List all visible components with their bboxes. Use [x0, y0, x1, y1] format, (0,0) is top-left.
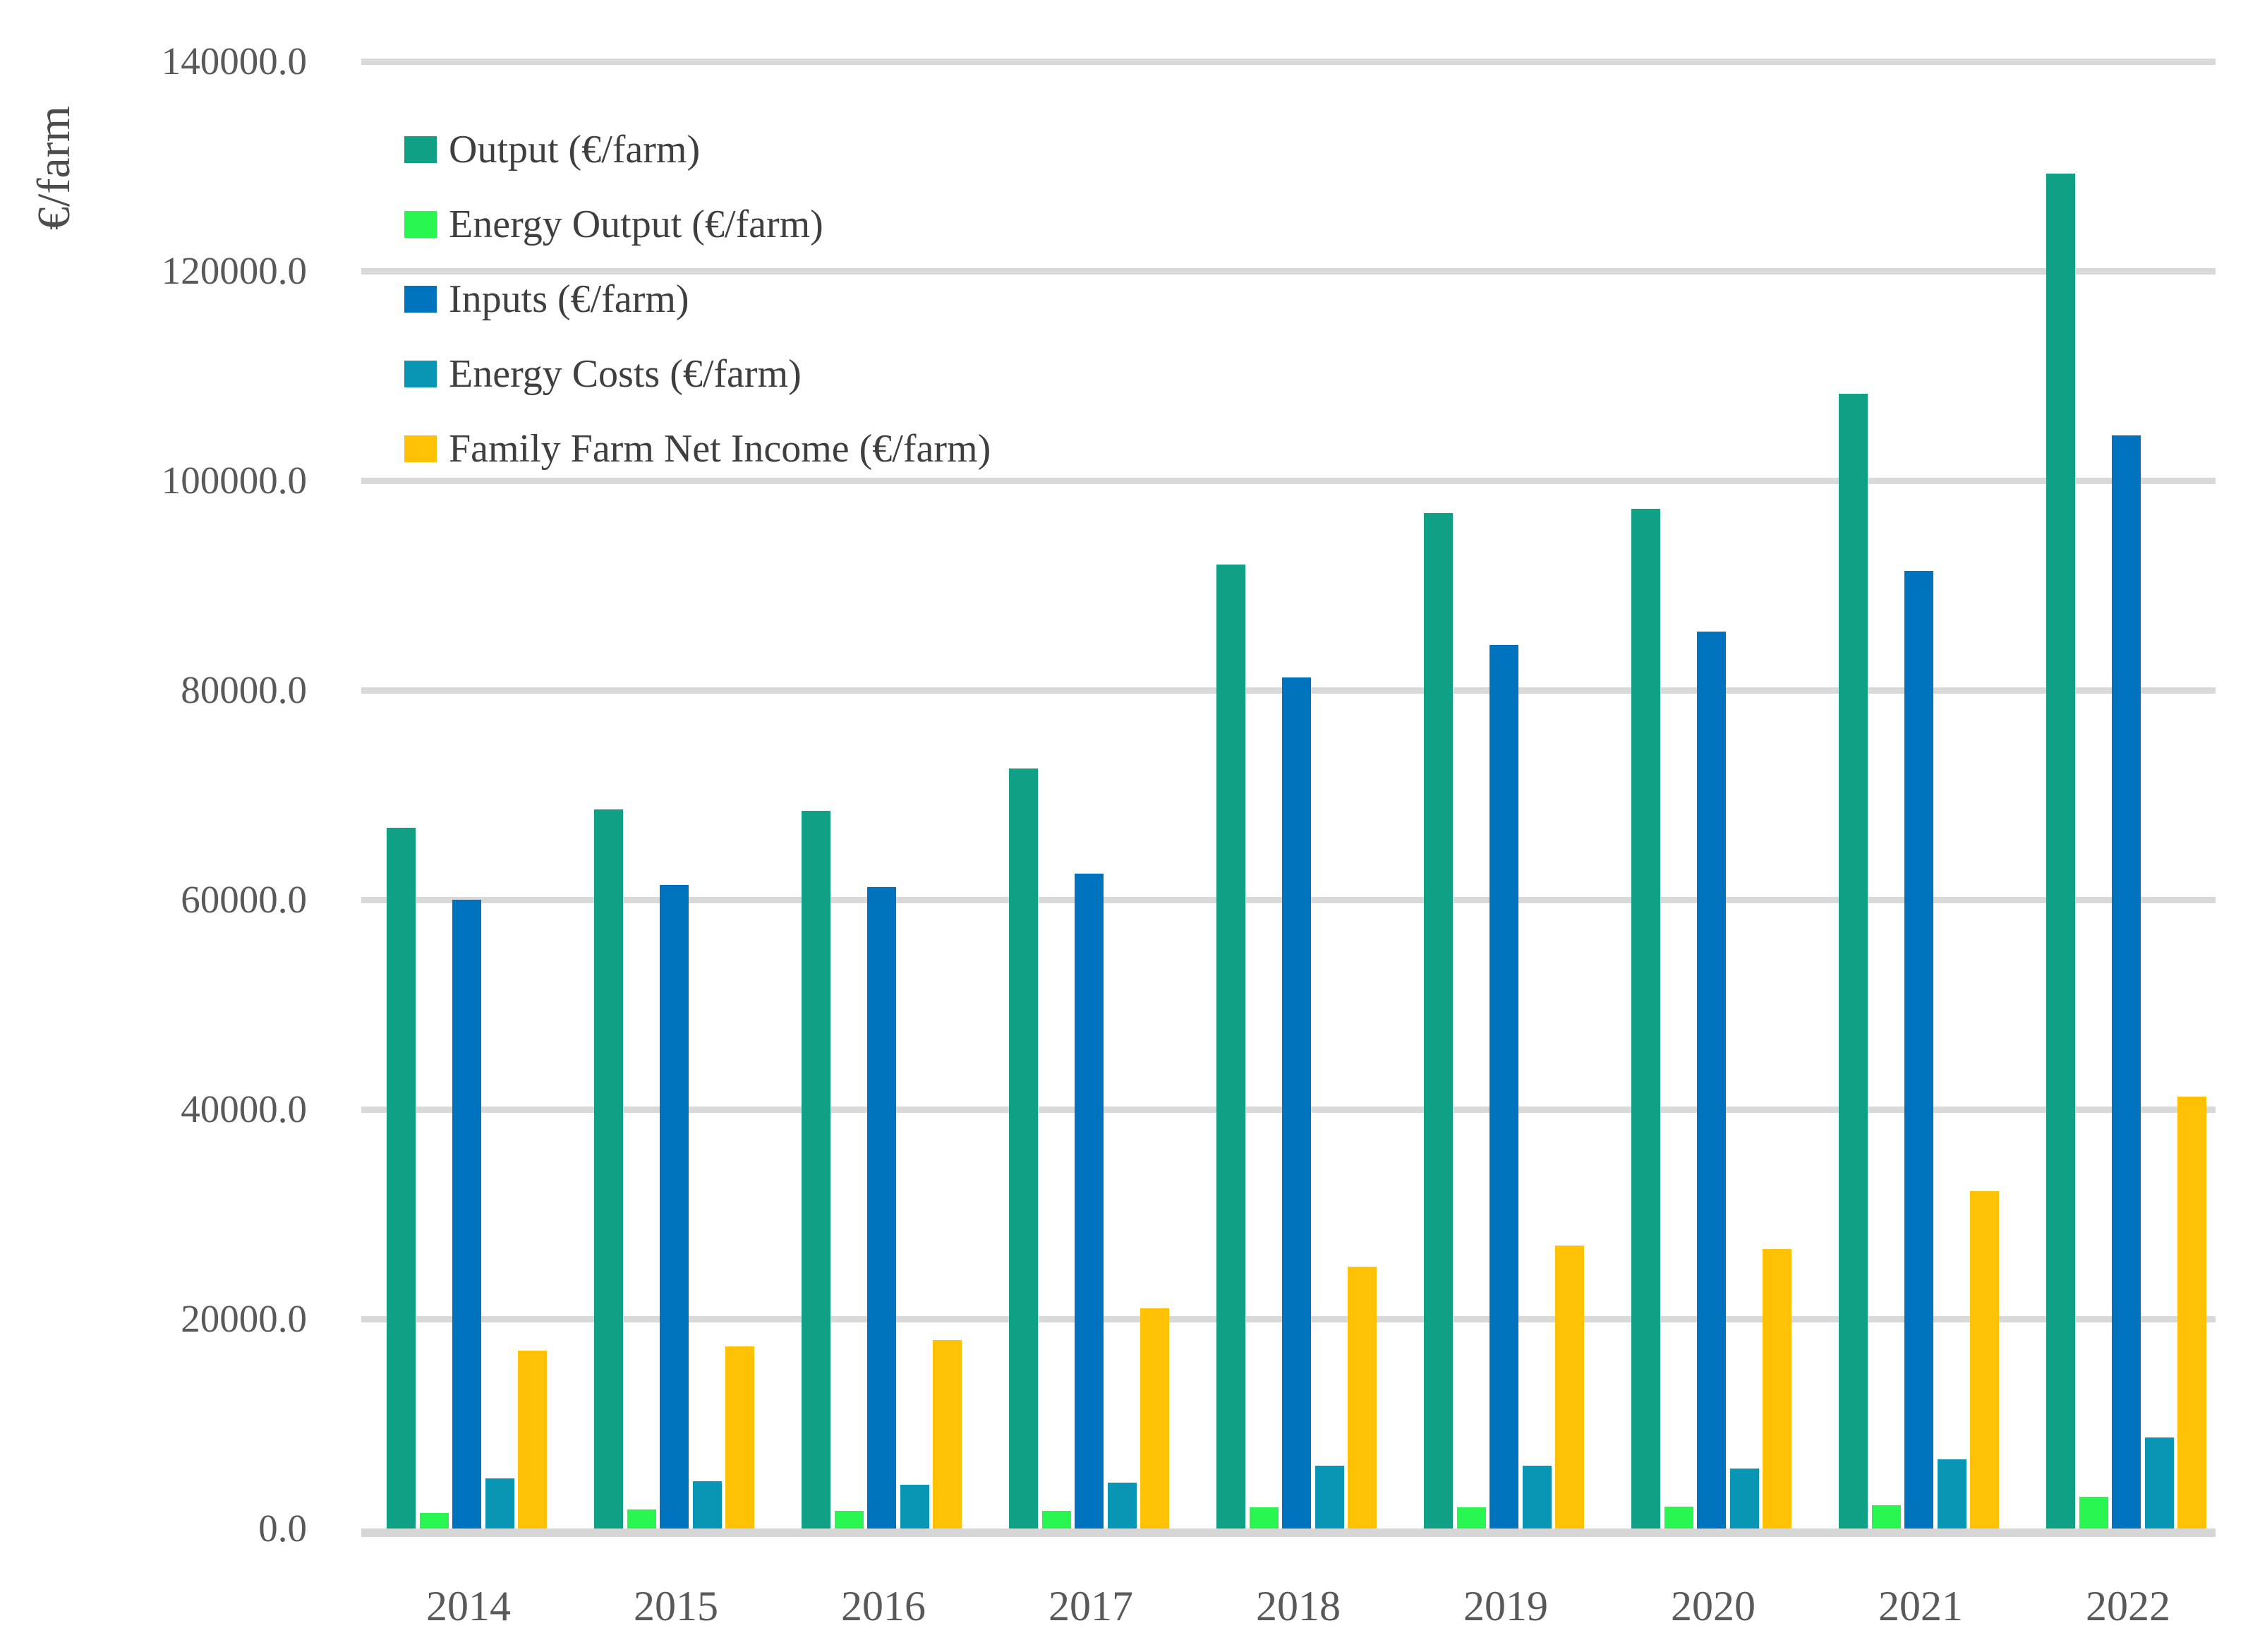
bar-2020-series-3: [1730, 1469, 1759, 1529]
legend-item-4: Family Farm Net Income (€/farm): [404, 426, 991, 471]
bar-2015-series-1: [627, 1509, 656, 1529]
bar-2015-series-3: [693, 1481, 722, 1529]
y-tick-label: 40000.0: [181, 1087, 307, 1131]
bar-2020-series-2: [1697, 632, 1726, 1529]
bar-2018-series-0: [1216, 565, 1245, 1529]
bar-2019-series-4: [1555, 1246, 1584, 1529]
bar-2017-series-0: [1009, 768, 1038, 1529]
bar-2019-series-1: [1457, 1507, 1486, 1529]
bar-2016-series-1: [835, 1511, 864, 1529]
bar-2014-series-3: [485, 1478, 514, 1529]
x-tick-label-2021: 2021: [1878, 1583, 1963, 1629]
bar-2021-series-3: [1938, 1459, 1966, 1529]
x-tick-label-2020: 2020: [1671, 1583, 1756, 1629]
bar-2016-series-4: [933, 1340, 962, 1529]
gridline: [361, 478, 2216, 484]
legend-swatch-icon: [404, 435, 437, 462]
x-tick-label-2022: 2022: [2086, 1583, 2170, 1629]
y-tick-label: 60000.0: [181, 878, 307, 921]
bar-2021-series-1: [1872, 1505, 1901, 1529]
x-tick-label-2015: 2015: [634, 1583, 718, 1629]
bar-2016-series-2: [867, 887, 896, 1529]
x-tick-label-2019: 2019: [1463, 1583, 1548, 1629]
legend-swatch-icon: [404, 211, 437, 238]
bar-2020-series-4: [1763, 1249, 1791, 1529]
bar-2020-series-1: [1664, 1507, 1693, 1529]
bar-2019-series-0: [1424, 513, 1453, 1529]
bar-2014-series-0: [387, 828, 416, 1529]
x-tick-label-2017: 2017: [1049, 1583, 1133, 1629]
x-axis-line: [361, 1529, 2216, 1537]
bar-2021-series-0: [1839, 394, 1868, 1529]
bar-2019-series-3: [1523, 1466, 1552, 1529]
y-tick-label: 120000.0: [161, 249, 307, 292]
legend-label: Output (€/farm): [449, 128, 701, 171]
legend-item-2: Inputs (€/farm): [404, 277, 689, 322]
legend-swatch-icon: [404, 136, 437, 163]
y-tick-label: 100000.0: [161, 459, 307, 502]
bar-2017-series-1: [1042, 1511, 1071, 1529]
legend-swatch-icon: [404, 286, 437, 313]
bar-2017-series-4: [1140, 1308, 1169, 1529]
x-tick-label-2014: 2014: [426, 1583, 511, 1629]
bar-2015-series-2: [660, 885, 689, 1529]
x-tick-label-2018: 2018: [1256, 1583, 1341, 1629]
legend-item-1: Energy Output (€/farm): [404, 202, 823, 247]
y-tick-label: 20000.0: [181, 1297, 307, 1340]
bar-2022-series-3: [2145, 1437, 2174, 1529]
bar-2016-series-3: [900, 1485, 929, 1529]
bar-2021-series-2: [1904, 571, 1933, 1529]
legend-swatch-icon: [404, 361, 437, 387]
x-tick-label-2016: 2016: [841, 1583, 926, 1629]
bar-2022-series-2: [2112, 435, 2141, 1529]
bar-2022-series-0: [2046, 174, 2075, 1529]
bar-2018-series-4: [1348, 1267, 1377, 1529]
bar-2022-series-1: [2079, 1497, 2108, 1529]
legend-label: Energy Output (€/farm): [449, 203, 823, 246]
bar-2017-series-3: [1108, 1483, 1137, 1529]
y-tick-label: 80000.0: [181, 668, 307, 711]
bar-2020-series-0: [1631, 509, 1660, 1529]
bar-2016-series-0: [802, 811, 830, 1529]
bar-2017-series-2: [1075, 874, 1104, 1529]
bar-2018-series-1: [1250, 1507, 1279, 1529]
bar-2018-series-2: [1282, 677, 1311, 1529]
legend-item-0: Output (€/farm): [404, 127, 700, 172]
legend-label: Energy Costs (€/farm): [449, 352, 802, 396]
bar-2019-series-2: [1489, 645, 1518, 1529]
y-tick-label: 0.0: [258, 1507, 307, 1550]
legend-item-3: Energy Costs (€/farm): [404, 351, 802, 397]
legend-label: Family Farm Net Income (€/farm): [449, 427, 991, 471]
gridline: [361, 59, 2216, 65]
bar-2014-series-4: [518, 1351, 547, 1529]
legend-label: Inputs (€/farm): [449, 277, 689, 321]
gridline: [361, 268, 2216, 275]
bar-2014-series-2: [452, 900, 481, 1529]
y-axis-title: €/farm: [28, 106, 80, 230]
bar-2022-series-4: [2177, 1097, 2206, 1529]
bar-2014-series-1: [420, 1513, 449, 1529]
bar-2018-series-3: [1315, 1466, 1344, 1529]
bar-2015-series-4: [725, 1346, 754, 1529]
bar-2015-series-0: [594, 809, 623, 1529]
bar-2021-series-4: [1970, 1191, 1999, 1529]
y-tick-label: 140000.0: [161, 40, 307, 83]
